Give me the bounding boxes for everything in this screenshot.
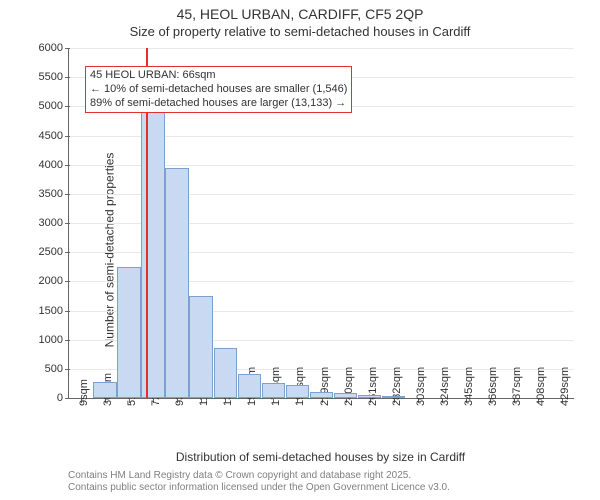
- x-tick: 429sqm: [559, 367, 571, 406]
- bar: [310, 392, 334, 398]
- y-tick: 0: [57, 392, 69, 404]
- bar: [382, 396, 406, 398]
- x-tick: 345sqm: [463, 367, 475, 406]
- bar: [262, 383, 286, 398]
- chart-container: 45, HEOL URBAN, CARDIFF, CF5 2QP Size of…: [0, 0, 600, 500]
- x-axis-label: Distribution of semi-detached houses by …: [68, 450, 573, 464]
- x-tick: 324sqm: [439, 367, 451, 406]
- bar: [334, 393, 358, 398]
- annotation-line3: 89% of semi-detached houses are larger (…: [90, 97, 347, 111]
- y-tick: 3000: [39, 217, 69, 229]
- bar: [117, 267, 141, 398]
- y-tick: 1500: [39, 305, 69, 317]
- bar: [214, 348, 238, 398]
- y-tick: 2000: [39, 275, 69, 287]
- annotation-line1: 45 HEOL URBAN: 66sqm: [90, 69, 347, 83]
- x-tick: 366sqm: [487, 367, 499, 406]
- x-tick: 408sqm: [535, 367, 547, 406]
- x-tick: 219sqm: [319, 367, 331, 406]
- annotation-box: 45 HEOL URBAN: 66sqm ← 10% of semi-detac…: [85, 66, 352, 113]
- annotation-line2: ← 10% of semi-detached houses are smalle…: [90, 83, 347, 97]
- y-tick: 5500: [39, 71, 69, 83]
- bar: [189, 296, 213, 398]
- y-tick: 2500: [39, 246, 69, 258]
- y-tick: 3500: [39, 188, 69, 200]
- footer-line1: Contains HM Land Registry data © Crown c…: [68, 470, 588, 482]
- bar: [93, 382, 117, 398]
- x-tick: 261sqm: [367, 367, 379, 406]
- x-tick: 9sqm: [78, 379, 90, 406]
- y-tick: 4000: [39, 159, 69, 171]
- x-tick: 303sqm: [415, 367, 427, 406]
- bar: [358, 395, 382, 399]
- plot-area: 0500100015002000250030003500400045005000…: [68, 48, 574, 399]
- y-tick: 5000: [39, 100, 69, 112]
- y-tick: 6000: [39, 42, 69, 54]
- bar: [238, 374, 262, 399]
- y-tick: 500: [45, 363, 69, 375]
- bar: [165, 168, 189, 398]
- x-tick: 282sqm: [391, 367, 403, 406]
- gridline-h: [69, 48, 574, 49]
- bar: [286, 385, 310, 398]
- x-tick: 240sqm: [343, 367, 355, 406]
- x-tick: 387sqm: [511, 367, 523, 406]
- bar: [141, 112, 165, 398]
- y-tick: 4500: [39, 130, 69, 142]
- footer-line2: Contains public sector information licen…: [68, 482, 588, 494]
- y-tick: 1000: [39, 334, 69, 346]
